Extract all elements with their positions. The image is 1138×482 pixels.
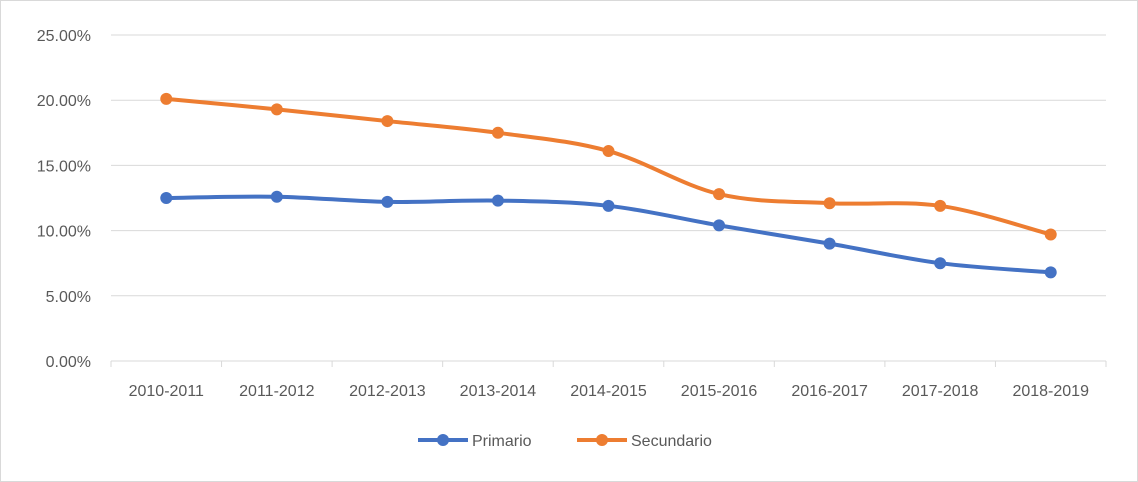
data-point bbox=[160, 92, 173, 105]
data-point bbox=[1044, 228, 1057, 241]
x-tick-label: 2017-2018 bbox=[902, 383, 979, 400]
y-tick-label: 20.00% bbox=[37, 93, 91, 110]
series-secundario bbox=[160, 92, 1057, 241]
data-point bbox=[1044, 266, 1057, 279]
legend-marker bbox=[437, 434, 449, 446]
legend: Primario Secundario bbox=[418, 433, 712, 450]
data-point bbox=[381, 115, 394, 128]
x-tick-label: 2011-2012 bbox=[239, 383, 314, 400]
gridlines bbox=[111, 34, 1106, 297]
data-point bbox=[602, 199, 615, 212]
x-tick-label: 2016-2017 bbox=[791, 383, 868, 400]
x-axis-ticks: 2010-2011 2011-2012 2012-2013 2013-2014 2014… bbox=[129, 383, 1089, 400]
legend-label: Primario bbox=[472, 433, 532, 450]
x-tick-label: 2014-2015 bbox=[570, 383, 647, 400]
data-point bbox=[491, 126, 504, 139]
x-tick-label: 2015-2016 bbox=[681, 383, 758, 400]
x-tick-label: 2010-2011 bbox=[129, 383, 204, 400]
data-point bbox=[270, 190, 283, 203]
data-point bbox=[491, 194, 504, 207]
data-point bbox=[270, 103, 283, 116]
data-point bbox=[713, 219, 726, 232]
data-point bbox=[713, 188, 726, 201]
series-layer bbox=[160, 92, 1057, 279]
y-tick-label: 5.00% bbox=[46, 289, 91, 306]
x-tick-label: 2012-2013 bbox=[349, 383, 426, 400]
data-point bbox=[934, 199, 947, 212]
x-tick-label: 2013-2014 bbox=[460, 383, 537, 400]
data-point bbox=[934, 257, 947, 270]
y-tick-label: 10.00% bbox=[37, 224, 91, 241]
data-point bbox=[160, 192, 173, 204]
legend-item-primario: Primario bbox=[418, 433, 532, 450]
y-axis-ticks: 0.00% 5.00% 10.00% 15.00% 20.00% 25.00% bbox=[37, 28, 91, 371]
series-line bbox=[164, 96, 1053, 237]
data-point bbox=[602, 145, 615, 158]
data-point bbox=[823, 197, 836, 210]
x-axis bbox=[110, 360, 1107, 367]
series-primario bbox=[160, 190, 1057, 279]
y-tick-label: 25.00% bbox=[37, 28, 91, 45]
x-tick-label: 2018-2019 bbox=[1012, 383, 1089, 400]
y-tick-label: 15.00% bbox=[37, 158, 91, 175]
legend-label: Secundario bbox=[631, 433, 712, 450]
legend-item-secundario: Secundario bbox=[577, 433, 712, 450]
data-point bbox=[823, 237, 836, 250]
data-point bbox=[381, 195, 394, 208]
y-tick-label: 0.00% bbox=[46, 354, 91, 371]
legend-marker bbox=[596, 434, 608, 446]
